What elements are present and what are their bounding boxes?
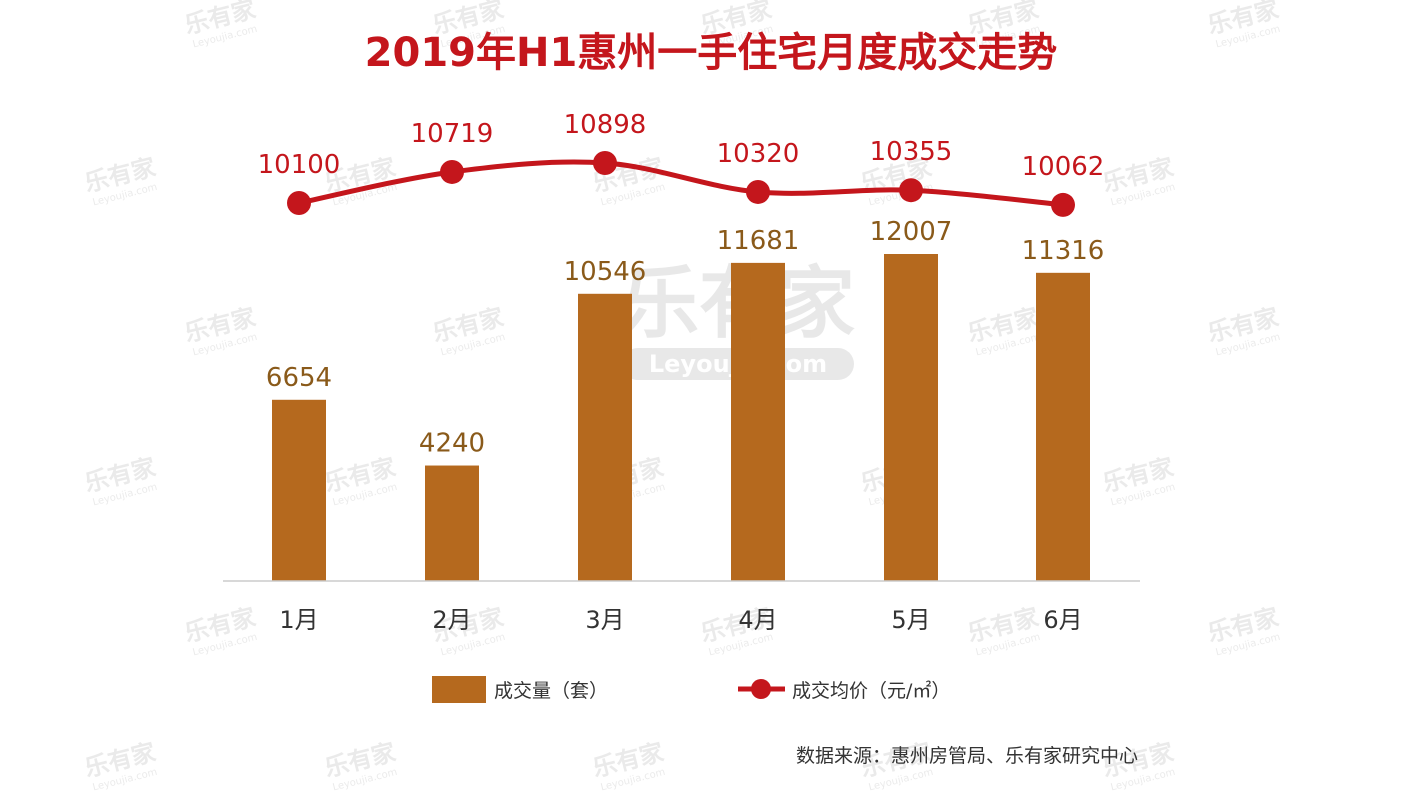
bar xyxy=(731,262,785,581)
x-tick-labels: 1月 2月 3月 4月 5月 6月 xyxy=(279,606,1082,634)
bar-series: 6654 4240 10546 11681 12007 11316 xyxy=(266,217,1104,581)
bar-value-label: 11316 xyxy=(1022,236,1105,266)
data-source: 数据来源：惠州房管局、乐有家研究中心 xyxy=(796,745,1138,767)
bar-value-label: 11681 xyxy=(717,226,800,256)
x-tick-label: 4月 xyxy=(738,606,777,634)
legend: 成交量（套） 成交均价（元/㎡） xyxy=(432,676,950,703)
bar-value-label: 4240 xyxy=(419,429,485,459)
price-value-label: 10898 xyxy=(564,110,647,140)
bar xyxy=(1036,272,1090,581)
chart-title: 2019年H1惠州一手住宅月度成交走势 xyxy=(365,30,1058,76)
price-point xyxy=(440,159,464,184)
bar xyxy=(272,399,326,581)
legend-bar-swatch xyxy=(432,676,486,703)
price-point xyxy=(287,191,311,215)
bar xyxy=(425,465,479,581)
x-tick-label: 1月 xyxy=(279,606,318,634)
bar-value-label: 6654 xyxy=(266,363,332,393)
legend-bar-label: 成交量（套） xyxy=(494,680,608,702)
x-tick-label: 5月 xyxy=(891,606,930,634)
price-value-label: 10062 xyxy=(1022,152,1105,182)
price-value-label: 10355 xyxy=(870,137,953,167)
bar-value-label: 10546 xyxy=(564,257,647,287)
price-line xyxy=(298,159,1064,208)
x-tick-label: 3月 xyxy=(585,606,624,634)
price-value-label: 10719 xyxy=(411,119,494,149)
price-points: 10100 10719 10898 10320 10355 10062 xyxy=(258,110,1105,217)
x-tick-label: 2月 xyxy=(432,606,471,634)
bar xyxy=(884,254,938,581)
price-value-label: 10320 xyxy=(717,139,800,169)
legend-line-label: 成交均价（元/㎡） xyxy=(792,679,950,702)
x-tick-label: 6月 xyxy=(1043,606,1082,634)
price-point xyxy=(593,151,617,175)
price-point xyxy=(899,178,923,203)
price-point xyxy=(1051,192,1075,217)
bar xyxy=(578,293,632,581)
legend-line-marker xyxy=(751,679,771,699)
price-value-label: 10100 xyxy=(258,150,341,180)
price-point xyxy=(746,179,770,204)
bar-value-label: 12007 xyxy=(870,217,953,247)
